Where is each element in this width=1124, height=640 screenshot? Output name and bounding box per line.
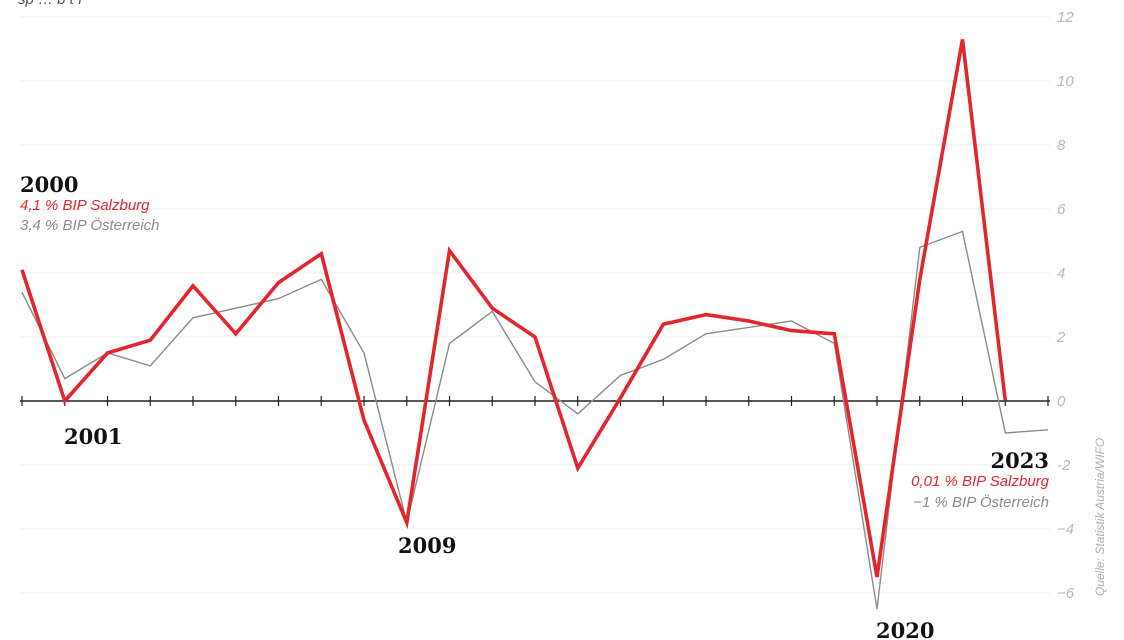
note-salzburg-2023: 0,01 % BIP Salzburg [911, 473, 1050, 490]
series-lines [20, 39, 1049, 610]
series-line-salzburg [20, 39, 1008, 578]
y-tick-label: −4 [1057, 521, 1074, 538]
label-year-2023: 2023 [991, 448, 1049, 473]
note-salzburg-2000: 4,1 % BIP Salzburg [20, 197, 150, 214]
y-axis-tick-labels: 12 10 8 6 4 2 0 -2 −4 −6 [1056, 9, 1075, 602]
label-year-2001: 2001 [64, 424, 122, 449]
y-tick-label: -2 [1057, 457, 1071, 474]
clipped-subtitle: sp … b t ı [18, 0, 82, 8]
y-tick-label: −6 [1057, 585, 1075, 602]
y-tick-label: 10 [1057, 73, 1074, 90]
y-tick-label: 12 [1057, 9, 1074, 26]
y-tick-label: 6 [1057, 201, 1066, 218]
label-year-2009: 2009 [398, 533, 456, 558]
y-tick-label: 0 [1057, 393, 1066, 410]
note-austria-2023: −1 % BIP Österreich [913, 493, 1049, 511]
label-year-2000: 2000 [20, 172, 78, 197]
y-tick-label: 4 [1057, 265, 1065, 282]
series-line-austria [21, 230, 1049, 610]
source-note: Quelle: Statistik Austria/WIFO [1093, 438, 1107, 596]
y-tick-label: 8 [1057, 137, 1066, 154]
label-year-2020: 2020 [876, 618, 934, 640]
gridlines [20, 16, 1050, 594]
y-tick-label: 2 [1056, 329, 1066, 346]
note-austria-2000: 3,4 % BIP Österreich [20, 216, 160, 234]
